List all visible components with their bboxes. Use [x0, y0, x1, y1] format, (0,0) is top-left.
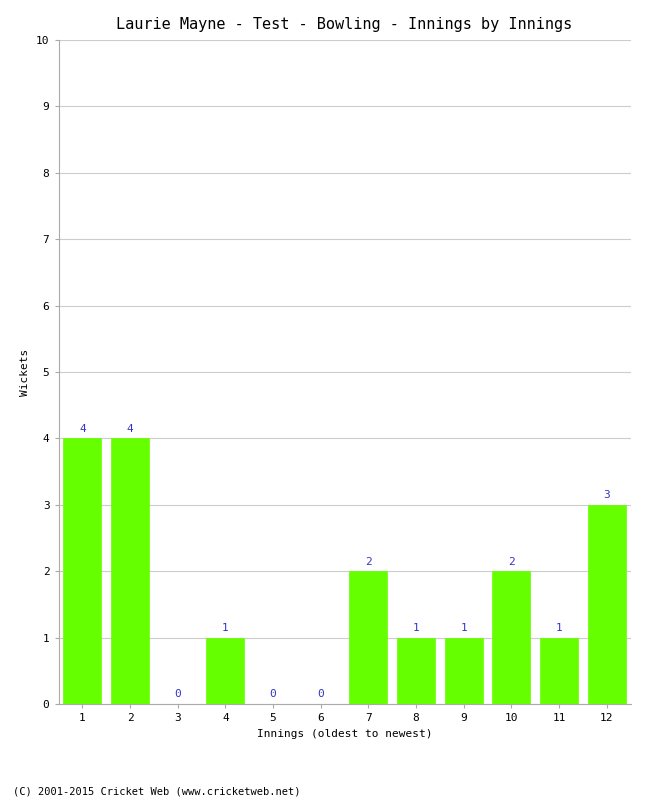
- Text: 2: 2: [365, 557, 372, 566]
- Text: 4: 4: [127, 424, 133, 434]
- X-axis label: Innings (oldest to newest): Innings (oldest to newest): [257, 729, 432, 738]
- Bar: [397, 638, 435, 704]
- Text: 4: 4: [79, 424, 86, 434]
- Bar: [111, 438, 149, 704]
- Text: 3: 3: [603, 490, 610, 500]
- Bar: [492, 571, 530, 704]
- Text: 0: 0: [317, 690, 324, 699]
- Bar: [445, 638, 483, 704]
- Text: 1: 1: [222, 623, 229, 633]
- Text: 0: 0: [174, 690, 181, 699]
- Title: Laurie Mayne - Test - Bowling - Innings by Innings: Laurie Mayne - Test - Bowling - Innings …: [116, 17, 573, 32]
- Y-axis label: Wickets: Wickets: [20, 348, 31, 396]
- Bar: [349, 571, 387, 704]
- Text: 0: 0: [270, 690, 276, 699]
- Text: 1: 1: [556, 623, 562, 633]
- Text: (C) 2001-2015 Cricket Web (www.cricketweb.net): (C) 2001-2015 Cricket Web (www.cricketwe…: [13, 786, 300, 796]
- Text: 2: 2: [508, 557, 515, 566]
- Text: 1: 1: [413, 623, 419, 633]
- Text: 1: 1: [460, 623, 467, 633]
- Bar: [540, 638, 578, 704]
- Bar: [588, 505, 626, 704]
- Bar: [206, 638, 244, 704]
- Bar: [63, 438, 101, 704]
